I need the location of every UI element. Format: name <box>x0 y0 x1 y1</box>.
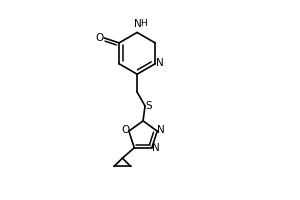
Text: N: N <box>156 58 164 68</box>
Text: O: O <box>96 33 104 43</box>
Text: N: N <box>152 143 160 153</box>
Text: O: O <box>121 125 129 135</box>
Text: H: H <box>140 19 147 28</box>
Text: S: S <box>145 101 152 111</box>
Text: N: N <box>134 19 142 29</box>
Text: N: N <box>157 125 165 135</box>
